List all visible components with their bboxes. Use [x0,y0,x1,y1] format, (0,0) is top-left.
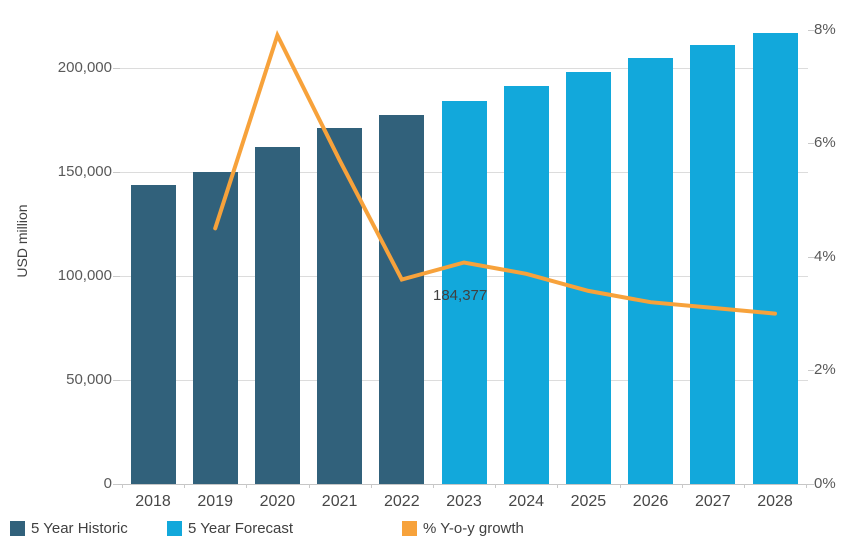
x-axis-label-2021: 2021 [321,493,358,510]
right-axis-tick-label: 6% [814,134,836,152]
bar-2022[interactable] [379,115,425,484]
x-axis-boundary-tick [557,484,559,488]
right-axis-tick [808,256,814,258]
bar-2020[interactable] [254,147,300,484]
x-axis-label-2028: 2028 [757,493,793,510]
right-axis-tick [808,484,814,485]
x-axis-line [118,484,808,485]
left-axis-title: USD million [14,204,30,278]
right-axis-tick [808,370,814,372]
legend-label-yoy-growth: % Y-o-y growth [423,520,524,537]
bar-2019[interactable] [192,172,238,484]
x-axis-label-2024: 2024 [508,493,544,510]
left-axis-tick-label: 50,000 [66,371,112,388]
bar-2021[interactable] [317,128,363,484]
bar-value-label-2023: 184,377 [433,287,488,304]
right-axis-tick-label: 2% [814,361,836,379]
left-axis-tick [113,68,120,69]
x-axis-label-2022: 2022 [384,493,420,510]
x-axis-label-2018: 2018 [135,493,171,510]
x-axis-boundary-tick [246,484,248,488]
x-axis-boundary-tick [370,484,372,488]
x-axis-boundary-tick [432,484,434,488]
x-axis-boundary-tick [806,484,808,488]
legend-swatch-forecast [167,521,182,536]
bar-2018[interactable] [130,185,176,484]
legend-swatch-yoy-growth [402,521,417,536]
x-axis-label-2023: 2023 [446,493,482,510]
x-axis-boundary-tick [681,484,683,488]
x-axis-label-2019: 2019 [197,493,233,510]
legend-swatch-historic [10,521,25,536]
left-axis-tick-label: 0 [103,475,112,492]
x-axis-boundary-tick [495,484,497,488]
left-axis-tick-label: 200,000 [57,59,112,76]
x-axis-label-2025: 2025 [570,493,607,510]
bar-2028[interactable] [752,32,798,484]
right-axis-tick-label: 4% [814,247,836,265]
x-axis-boundary-tick [619,484,621,488]
left-axis-tick [113,380,120,381]
left-axis-tick-label: 100,000 [57,267,112,284]
bar-2026[interactable] [628,58,674,484]
x-axis-boundary-tick [121,484,123,488]
x-axis-boundary-tick [184,484,186,488]
x-axis-boundary-tick [308,484,310,488]
legend-label-forecast: 5 Year Forecast [188,520,294,537]
bar-2027[interactable] [690,44,736,484]
x-axis-label-2027: 2027 [695,493,731,510]
bar-2025[interactable] [565,72,611,484]
right-axis-tick-label: 0% [814,475,836,492]
right-axis-tick [808,143,814,145]
left-axis-tick [113,172,120,173]
bar-2024[interactable] [503,86,549,484]
left-axis-tick [113,484,120,485]
legend: 5 Year Historic 5 Year Forecast % Y-o-y … [0,519,853,543]
x-axis-label-2026: 2026 [632,493,669,510]
x-axis-label-2020: 2020 [259,493,296,510]
left-axis-tick [113,276,120,277]
x-axis-boundary-tick [743,484,745,488]
left-axis-tick-label: 150,000 [57,163,112,180]
right-axis-tick [808,29,814,31]
right-axis-tick-label: 8% [814,20,836,38]
legend-label-historic: 5 Year Historic [31,520,128,537]
